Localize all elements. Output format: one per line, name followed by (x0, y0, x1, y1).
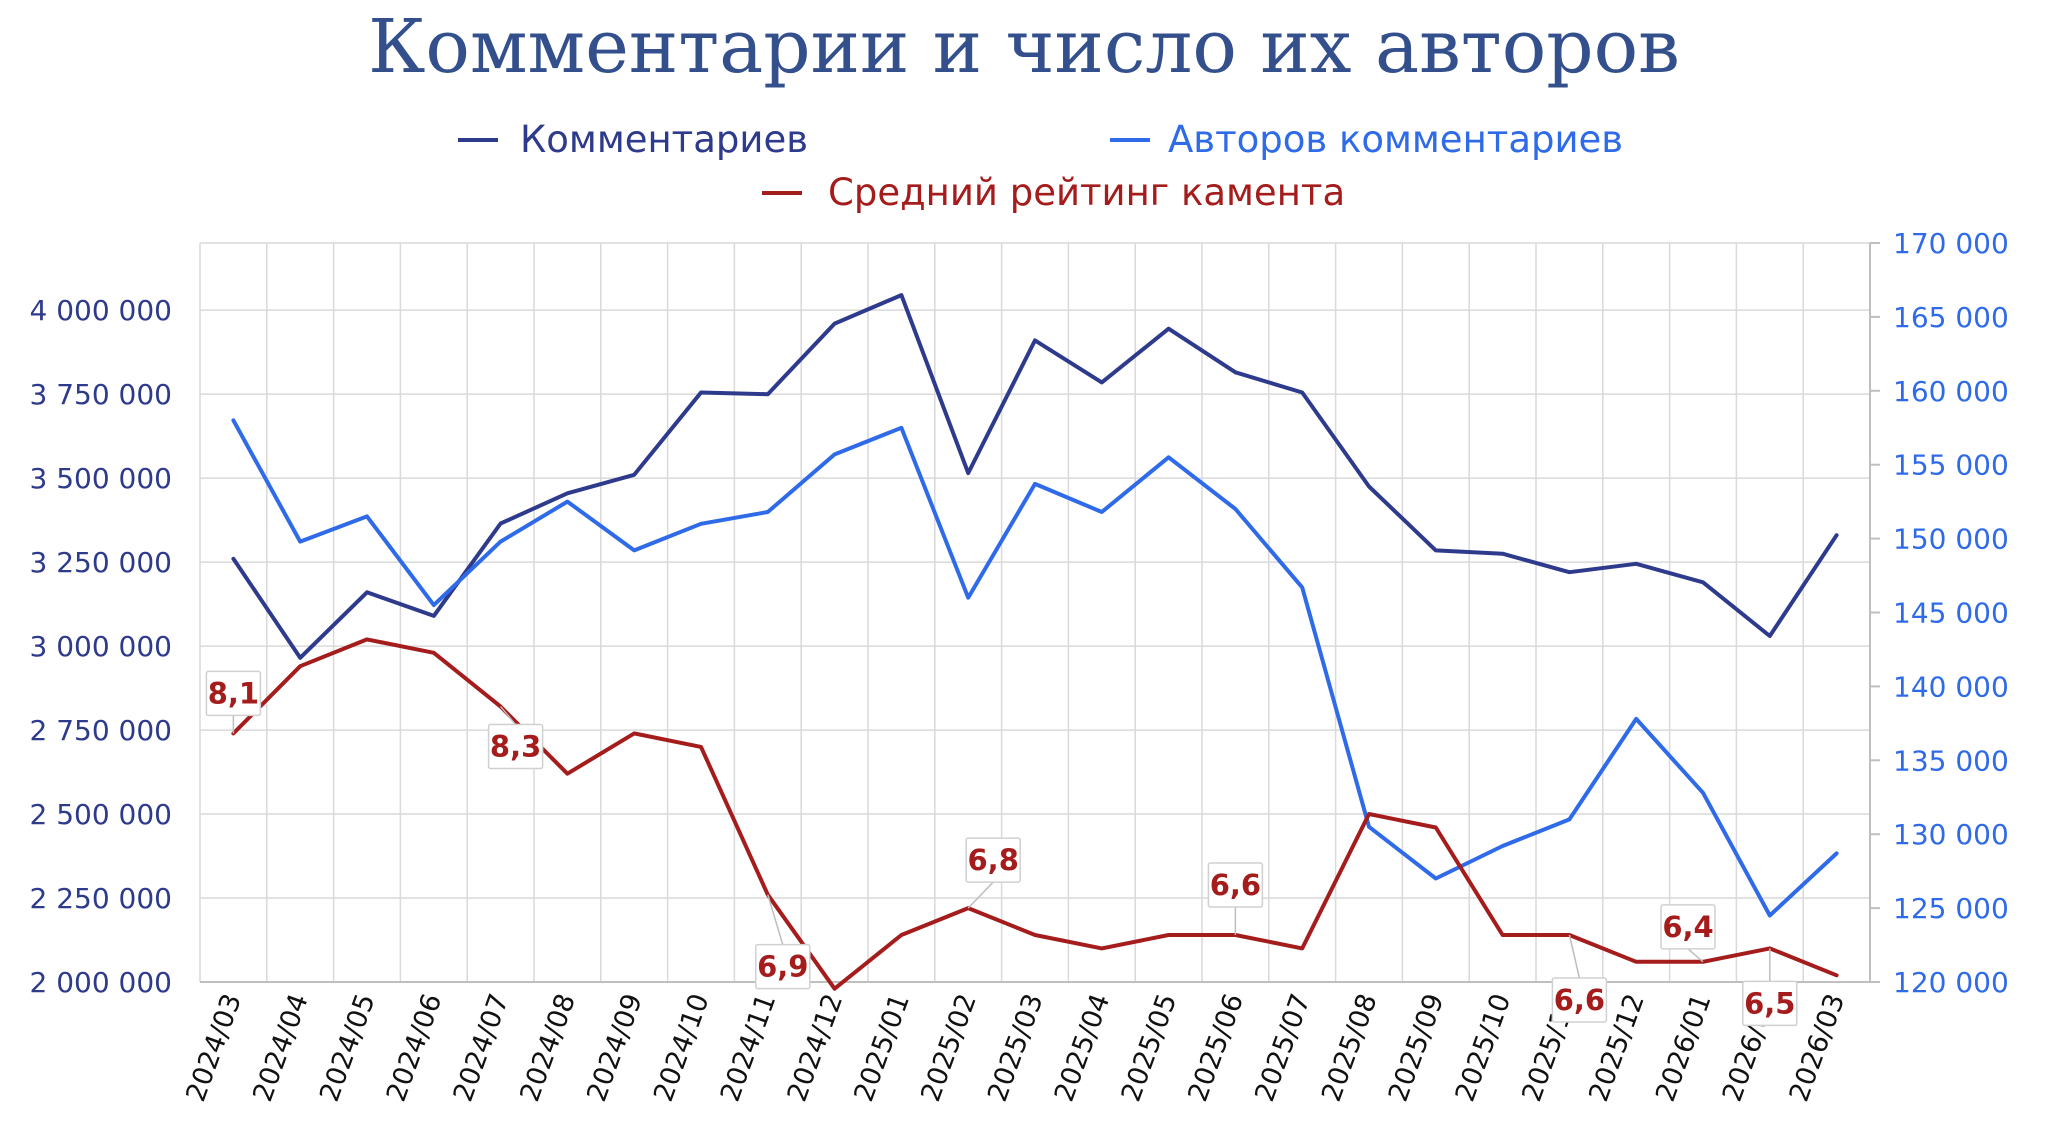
right-tick-label: 120 000 (1893, 966, 2009, 999)
left-tick-label: 2 500 000 (29, 798, 172, 831)
x-tick-label: 2025/08 (1316, 990, 1383, 1106)
data-label-box (755, 943, 811, 990)
left-tick-label: 3 000 000 (29, 630, 172, 663)
grid (199, 242, 1871, 983)
left-tick-label: 3 250 000 (29, 546, 172, 579)
series (231, 293, 1839, 991)
data-labels: 8,1 8,3 6,9 6,8 6,6 6,6 6,4 6,5 (205, 670, 1798, 1027)
x-tick-label: 2024/03 (180, 990, 247, 1106)
left-tick-label: 2 750 000 (29, 714, 172, 747)
legend-label-comments: Комментариев (520, 118, 808, 161)
legend: Комментариев Авторов комментариев Средни… (458, 118, 1623, 214)
x-tick-label: 2025/04 (1049, 990, 1116, 1106)
x-tick-label: 2024/11 (715, 990, 782, 1106)
legend-item-comments: Комментариев (458, 118, 808, 161)
data-label-leader (1568, 934, 1581, 979)
x-tick-label: 2024/10 (648, 990, 715, 1106)
x-tick-label: 2024/12 (782, 990, 849, 1106)
left-tick-label: 3 500 000 (29, 462, 172, 495)
legend-label-rating: Средний рейтинг камента (828, 171, 1345, 214)
x-tick-label: 2024/05 (314, 990, 381, 1106)
data-label-box (487, 723, 544, 770)
series-line-0 (231, 293, 1839, 660)
chart-title: Комментарии и число их авторов (368, 4, 1680, 90)
data-label-box (1742, 980, 1798, 1027)
data-label-box (1207, 862, 1264, 908)
data-label: 6,5 (1744, 986, 1795, 1020)
series-line-1 (231, 418, 1839, 918)
data-label: 8,1 (208, 676, 259, 710)
data-label-leader (967, 881, 994, 909)
data-label-box (1551, 977, 1608, 1023)
x-tick-label: 2024/06 (381, 990, 448, 1106)
legend-item-rating: Средний рейтинг камента (762, 171, 1345, 214)
x-tick-label: 2025/05 (1116, 990, 1183, 1106)
left-tick-label: 3 750 000 (29, 378, 172, 411)
x-tick-label: 2025/03 (982, 990, 1049, 1106)
x-tick-label: 2025/07 (1249, 990, 1316, 1106)
right-tick-label: 140 000 (1893, 670, 2009, 703)
data-label: 6,8 (968, 843, 1019, 877)
x-tick-label: 2025/06 (1182, 990, 1249, 1106)
legend-item-authors: Авторов комментариев (1110, 118, 1623, 161)
x-tick-label: 2025/09 (1383, 990, 1450, 1106)
x-tick-label: 2026/01 (1650, 990, 1717, 1106)
data-label: 6,6 (1554, 983, 1605, 1017)
right-tick-label: 130 000 (1893, 818, 2009, 851)
data-label: 8,3 (490, 730, 541, 764)
right-tick-label: 170 000 (1893, 227, 2009, 260)
axes: 2 000 000 2 250 000 2 500 000 2 750 000 3 00… (29, 227, 2008, 1106)
right-tick-label: 145 000 (1893, 597, 2009, 630)
x-tick-label: 2024/08 (514, 990, 581, 1106)
data-label-box (1660, 904, 1716, 950)
data-label-box (205, 670, 262, 717)
x-tick-label: 2024/07 (448, 990, 515, 1106)
x-tick-label: 2025/02 (915, 990, 982, 1106)
data-label: 6,6 (1210, 868, 1261, 902)
right-tick-label: 125 000 (1893, 892, 2009, 925)
left-tick-label: 2 000 000 (29, 966, 172, 999)
legend-label-authors: Авторов комментариев (1168, 118, 1623, 161)
x-tick-label: 2024/04 (247, 990, 314, 1106)
data-label-box (965, 837, 1021, 883)
right-tick-label: 160 000 (1893, 375, 2009, 408)
data-label-leader (500, 706, 517, 726)
data-label: 6,4 (1662, 910, 1713, 944)
data-label: 6,9 (757, 950, 808, 984)
right-tick-label: 165 000 (1893, 301, 2009, 334)
data-label-leader (1687, 948, 1704, 963)
right-tick-label: 155 000 (1893, 449, 2009, 482)
x-tick-label: 2024/09 (581, 990, 648, 1106)
data-label-leader (767, 894, 784, 945)
x-tick-label: 2025/10 (1450, 990, 1517, 1106)
right-tick-label: 135 000 (1893, 744, 2009, 777)
left-tick-label: 4 000 000 (29, 294, 172, 327)
x-tick-label: 2025/01 (848, 990, 915, 1106)
right-tick-label: 150 000 (1893, 523, 2009, 556)
left-tick-label: 2 250 000 (29, 882, 172, 915)
